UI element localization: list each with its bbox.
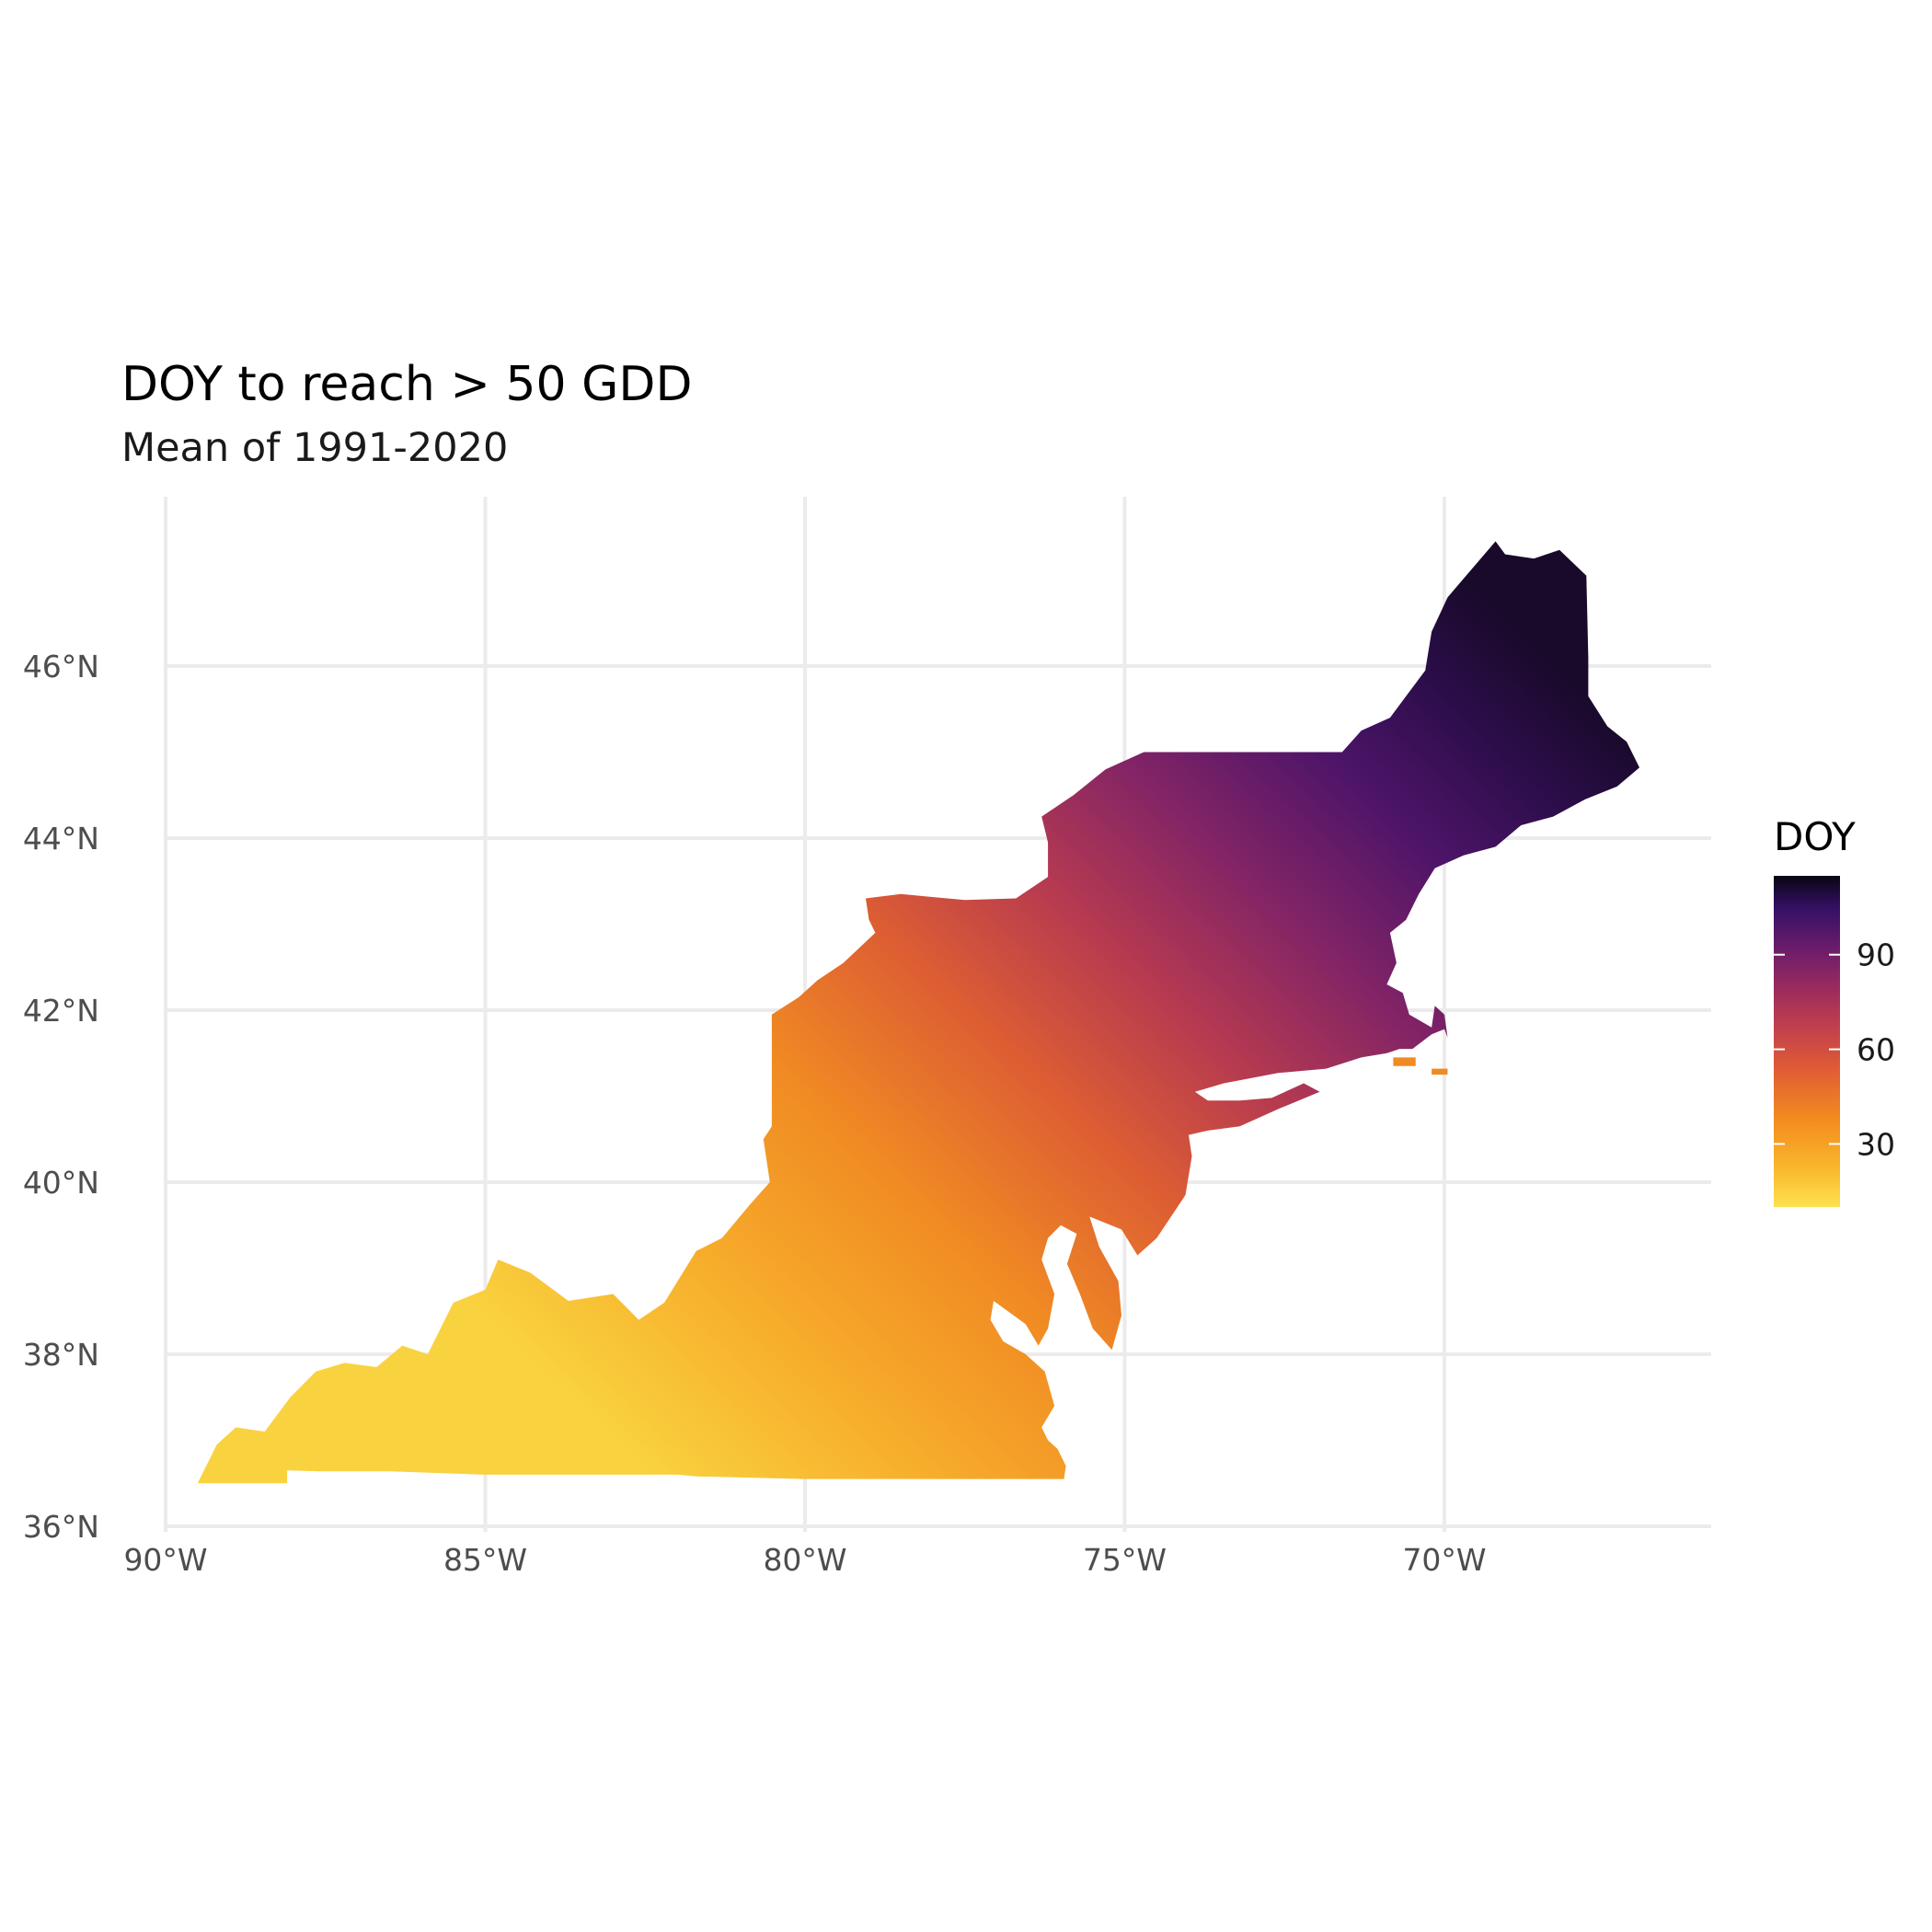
x-tick-label: 85°W [443,1542,527,1578]
x-tick-label: 75°W [1083,1542,1167,1578]
region-landmass [197,541,1639,1484]
chart-title: DOY to reach > 50 GDD [121,357,693,412]
x-tick-label: 90°W [123,1542,207,1578]
x-tick-label: 70°W [1402,1542,1486,1578]
legend-tick-label: 90 [1857,937,1895,973]
y-tick-label: 44°N [23,821,99,857]
y-tick-label: 46°N [23,649,99,684]
island-0 [1393,1057,1416,1066]
legend-title: DOY [1774,814,1856,859]
legend-colorbar [1774,876,1840,1207]
y-tick-label: 40°N [23,1165,99,1201]
y-tick-label: 36°N [23,1509,99,1545]
y-tick-label: 42°N [23,993,99,1029]
legend-tick-label: 30 [1857,1126,1895,1162]
chart-subtitle: Mean of 1991-2020 [121,425,509,471]
island-1 [1432,1068,1448,1075]
y-tick-label: 38°N [23,1337,99,1373]
x-tick-label: 80°W [763,1542,846,1578]
legend-tick-label: 60 [1857,1032,1895,1068]
